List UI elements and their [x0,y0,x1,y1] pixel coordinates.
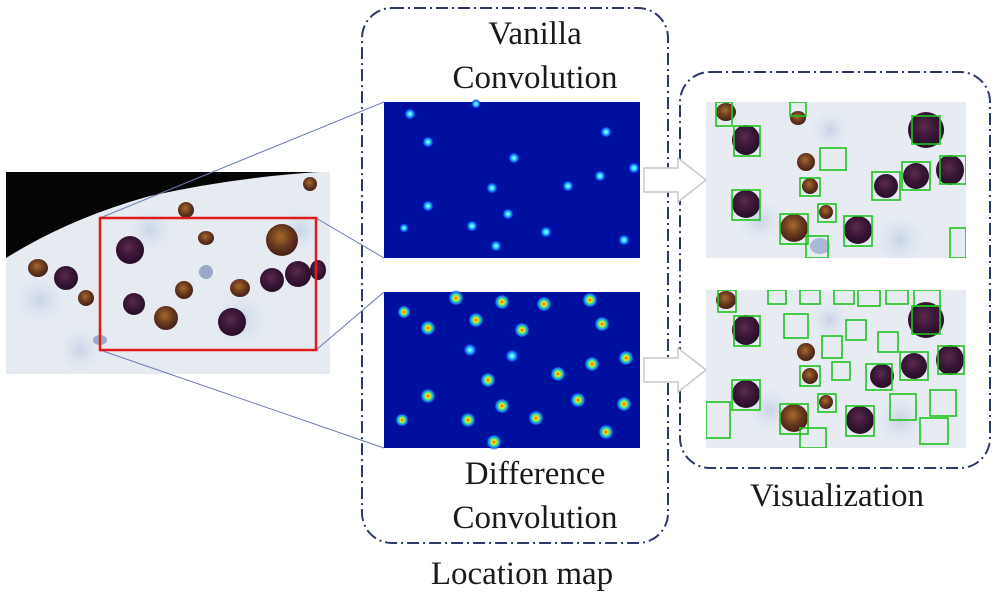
difference-convolution-title-line2: Convolution [452,500,618,536]
location-map-caption: Location map [430,556,614,592]
difference-visualization [706,290,966,448]
vanilla-convolution-title-line1: Vanilla [488,16,582,52]
difference-location-map [384,290,640,450]
location-map-panel [361,7,669,544]
visualization-caption: Visualization [750,478,924,514]
vanilla-convolution-title-line2: Convolution [452,60,618,96]
arrow-top [643,156,708,204]
difference-convolution-title-line1: Difference [464,456,606,492]
arrow-bottom [643,346,708,394]
visualization-panel [679,71,991,469]
vanilla-visualization [706,102,966,258]
source-image [6,172,330,374]
zoom-connector-lines [99,101,385,449]
vanilla-location-map [384,99,640,258]
zoom-region-box [98,216,318,352]
